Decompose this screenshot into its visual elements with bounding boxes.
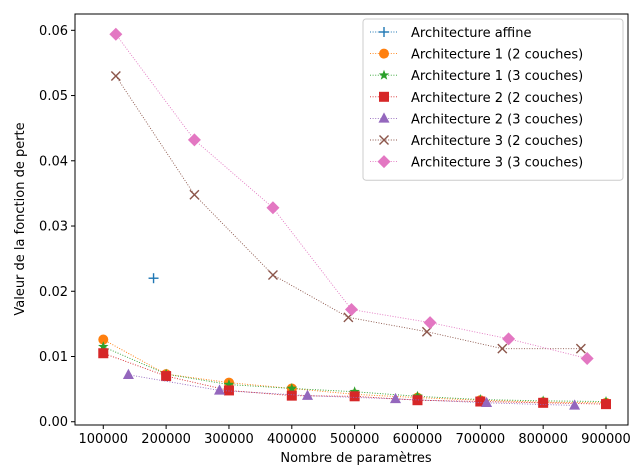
data-point [601, 399, 612, 410]
data-point [98, 341, 109, 352]
y-tick-label: 0.04 [39, 154, 68, 169]
data-point [475, 396, 486, 407]
data-point [502, 332, 516, 346]
legend-marker [378, 112, 390, 123]
series-1 [148, 273, 159, 284]
data-point [497, 343, 508, 354]
legend-label: Architecture 3 (3 couches) [411, 156, 583, 171]
x-tick-label: 400000 [267, 432, 317, 447]
data-point [148, 273, 159, 284]
data-point [267, 269, 278, 280]
legend-item: Architecture affine [370, 26, 532, 41]
data-point [538, 397, 549, 408]
y-axis: 0.00 0.01 0.02 0.03 0.04 0.05 0.06 [39, 24, 75, 430]
data-point [580, 351, 594, 365]
data-point [286, 390, 297, 401]
legend-label: Architecture 1 (2 couches) [411, 48, 583, 63]
data-point [189, 189, 200, 200]
legend-item: Architecture 3 (3 couches) [370, 155, 583, 171]
legend-label: Architecture 2 (2 couches) [411, 91, 583, 106]
data-point [345, 303, 358, 317]
x-axis: 100000 200000 300000 400000 500000 600000 7000… [78, 425, 631, 447]
x-tick-label: 200000 [141, 432, 191, 447]
data-point [349, 386, 360, 397]
x-tick-label: 600000 [393, 432, 443, 447]
plot-frame [74, 13, 629, 426]
legend-item: Architecture 3 (2 couches) [370, 134, 583, 149]
legend-item: Architecture 1 (3 couches) [370, 69, 583, 84]
x-tick-label: 500000 [330, 432, 380, 447]
data-point [349, 391, 360, 402]
data-point [110, 70, 121, 81]
y-tick-label: 0.05 [39, 89, 68, 104]
data-point [161, 371, 172, 382]
legend-box [362, 18, 624, 181]
x-tick-label: 100000 [78, 432, 128, 447]
legend-item: Architecture 2 (3 couches) [370, 112, 583, 127]
data-point [266, 201, 280, 215]
x-tick-label: 700000 [456, 432, 506, 447]
legend-marker [379, 135, 389, 145]
data-point [481, 396, 493, 408]
y-tick-label: 0.02 [39, 285, 68, 300]
legend-label: Architecture 2 (3 couches) [411, 112, 583, 127]
series-layer [98, 27, 612, 410]
data-point [98, 348, 109, 359]
x-tick-label: 800000 [518, 432, 568, 447]
y-tick-label: 0.00 [39, 415, 68, 430]
data-point [98, 334, 109, 345]
x-tick-label: 300000 [204, 432, 254, 447]
legend-item: Architecture 2 (2 couches) [370, 91, 583, 106]
data-point [575, 343, 586, 354]
legend: Architecture affine Architecture 1 (2 cou… [362, 18, 624, 181]
data-point [569, 399, 581, 410]
legend-marker [378, 69, 390, 80]
legend-marker [379, 48, 389, 59]
series-line [128, 374, 575, 406]
series-7 [109, 27, 594, 365]
data-point [389, 392, 402, 404]
legend-item: Architecture 1 (2 couches) [370, 48, 583, 63]
data-point [301, 389, 314, 400]
legend-label: Architecture affine [411, 26, 532, 41]
y-tick-label: 0.01 [39, 350, 68, 365]
y-tick-label: 0.03 [39, 220, 68, 235]
y-axis-label: Valeur de la fonction de perte [13, 122, 28, 315]
data-point [187, 133, 201, 147]
data-point [223, 385, 234, 396]
series-5 [122, 368, 581, 410]
x-axis-label: Nombre de paramètres [280, 451, 432, 466]
legend-label: Architecture 3 (2 couches) [411, 134, 583, 149]
legend-marker [377, 155, 391, 169]
legend-marker [379, 91, 389, 102]
legend-label: Architecture 1 (3 couches) [411, 69, 583, 84]
data-point [122, 368, 134, 379]
data-point [412, 395, 423, 406]
data-point [214, 384, 226, 395]
data-point [423, 316, 437, 330]
series-4 [98, 348, 612, 410]
data-point [286, 382, 298, 393]
series-line [103, 339, 607, 404]
x-tick-label: 900000 [581, 432, 631, 447]
y-tick-label: 0.06 [39, 24, 68, 39]
data-point [109, 27, 123, 41]
legend-marker [379, 27, 389, 37]
data-point [223, 379, 235, 389]
